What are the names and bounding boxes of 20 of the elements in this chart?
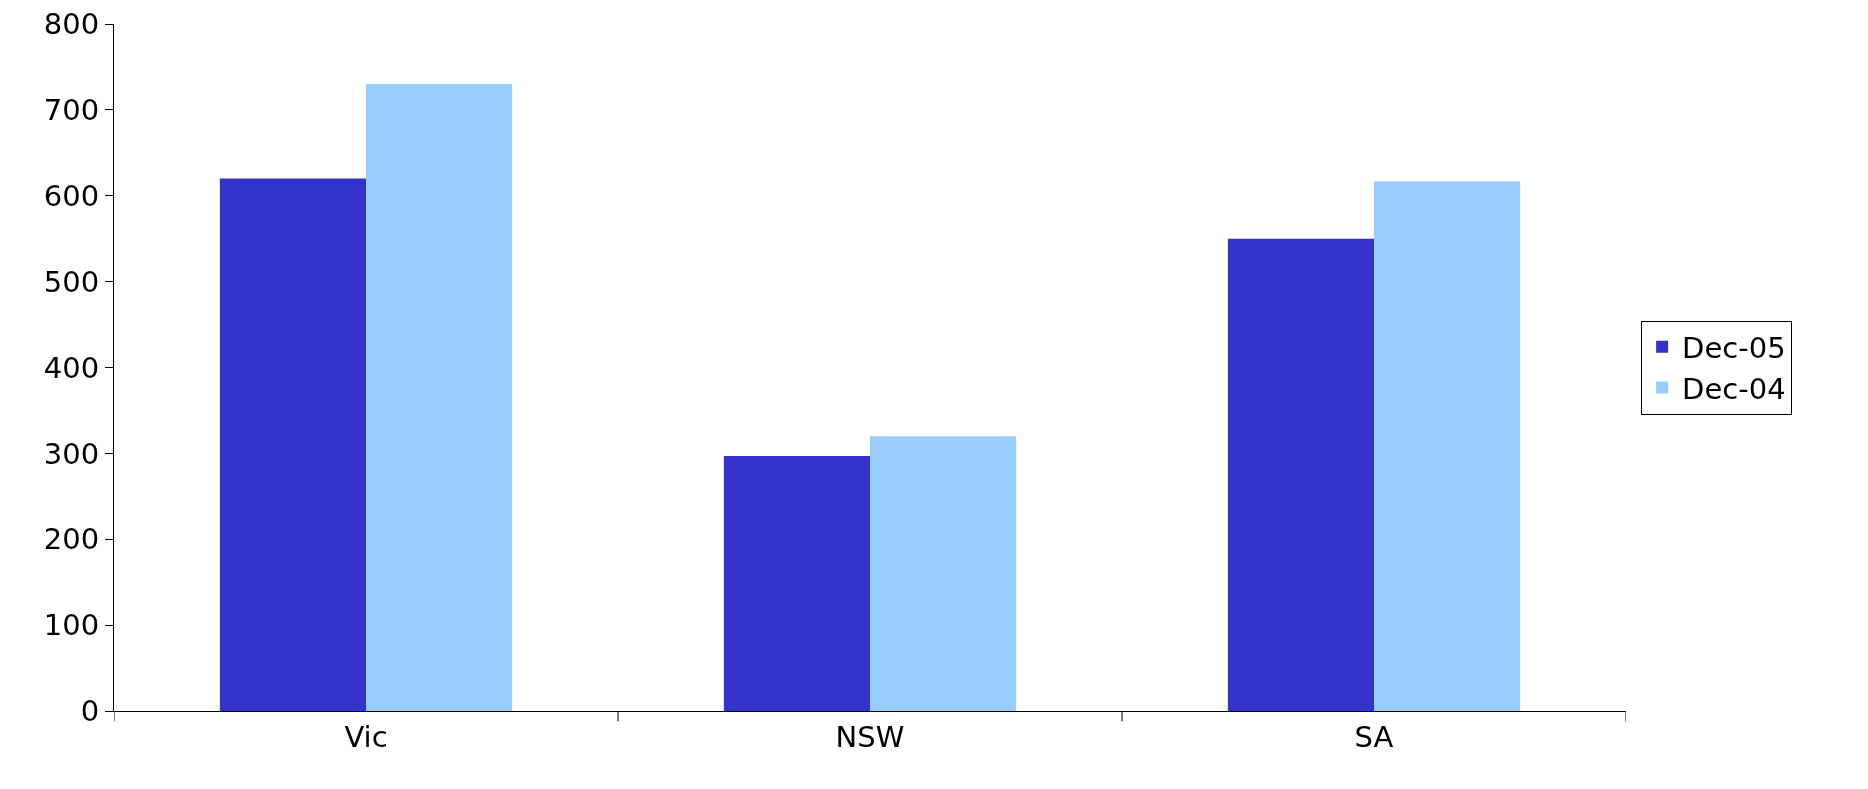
- y-tick-label: 400: [43, 350, 100, 385]
- y-tick-label: 0: [80, 694, 100, 729]
- y-tick-label: 800: [43, 7, 100, 42]
- legend-label: Dec-05: [1682, 331, 1786, 366]
- x-tick-label: Vic: [344, 719, 388, 754]
- x-tick-label: SA: [1354, 719, 1394, 754]
- y-tick-label: 300: [43, 436, 100, 471]
- legend-label: Dec-04: [1682, 371, 1786, 406]
- bar: [1374, 181, 1521, 711]
- bar: [723, 455, 870, 711]
- bar: [1227, 238, 1374, 711]
- bar: [366, 84, 513, 711]
- y-tick-label: 200: [43, 522, 100, 557]
- y-tick-label: 600: [43, 178, 100, 213]
- x-tick-label: NSW: [835, 719, 905, 754]
- y-tick-label: 700: [43, 93, 100, 128]
- bar: [219, 178, 366, 711]
- y-tick-label: 100: [43, 608, 100, 643]
- bar: [870, 436, 1017, 711]
- y-tick-label: 500: [43, 264, 100, 299]
